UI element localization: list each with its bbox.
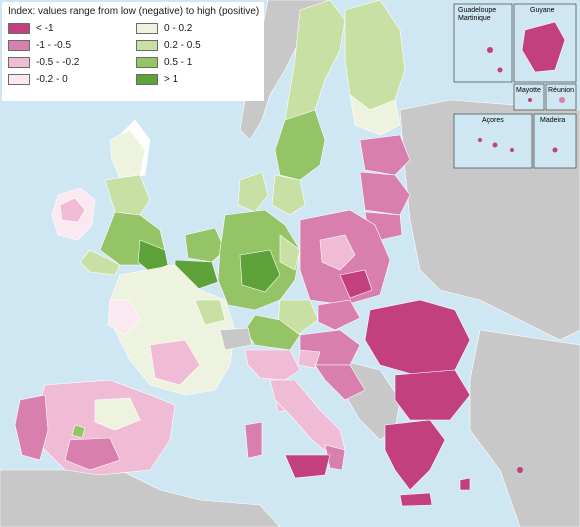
map-legend: Index: values range from low (negative) … [2,2,264,101]
legend-item: > 1 [136,74,256,85]
ireland [51,187,96,241]
germany [217,209,301,311]
legend-swatch [8,40,30,51]
legend-swatch [136,23,158,34]
legend-item: -0.5 - -0.2 [8,57,128,68]
poland [299,209,391,306]
sweden [271,0,346,216]
baltics [359,134,411,241]
balkans-west [297,349,366,401]
inset-label-reunion: Réunion [548,87,574,94]
inset-madeira [533,113,577,169]
inset-label-guyane: Guyane [530,7,555,14]
legend-label: -1 - -0.5 [36,40,72,51]
legend-item: 0.2 - 0.5 [136,40,256,51]
legend-item: 0.5 - 1 [136,57,256,68]
legend-label: -0.5 - -0.2 [36,57,80,68]
legend-label: > 1 [164,74,179,85]
legend-item: -0.2 - 0 [8,74,128,85]
united-kingdom [79,129,169,276]
inset-label-acores: Açores [482,117,504,124]
legend-item: -1 - -0.5 [8,40,128,51]
denmark [237,171,269,213]
legend-item: 0 - 0.2 [136,23,256,34]
legend-swatch [8,23,30,34]
legend-title: Index: values range from low (negative) … [8,6,260,17]
portugal [14,394,49,461]
france [107,264,289,413]
legend-label: 0.2 - 0.5 [164,40,201,51]
greece [384,419,471,507]
finland [344,0,406,136]
legend-swatch [136,74,158,85]
inset-acores [453,113,533,169]
legend-label: < -1 [36,23,54,34]
inset-label-mayotte: Mayotte [516,87,541,94]
legend-item: < -1 [8,23,128,34]
italy [244,349,346,479]
romania [364,299,471,376]
legend-label: 0 - 0.2 [164,23,193,34]
inset-reunion [545,83,577,111]
inset-mayotte [513,83,545,111]
inset-label-madeira: Madeira [540,117,565,124]
small-islands [517,467,523,473]
legend-swatch [8,74,30,85]
insets-panel: Guadeloupe Martinique Guyane Mayotte Réun… [453,3,577,169]
inset-label-guadeloupe: Guadeloupe Martinique [458,7,496,22]
legend-swatch [136,57,158,68]
legend-swatch [136,40,158,51]
legend-label: -0.2 - 0 [36,74,68,85]
bulgaria [394,369,471,421]
legend-swatch [8,57,30,68]
legend-label: 0.5 - 1 [164,57,193,68]
switzerland [219,327,253,351]
inset-guadeloupe-martinique [453,3,513,83]
benelux [174,227,226,291]
spain [34,379,176,476]
legend-grid: < -1 0 - 0.2 -1 - -0.5 0.2 - 0.5 -0.5 - … [8,23,258,85]
